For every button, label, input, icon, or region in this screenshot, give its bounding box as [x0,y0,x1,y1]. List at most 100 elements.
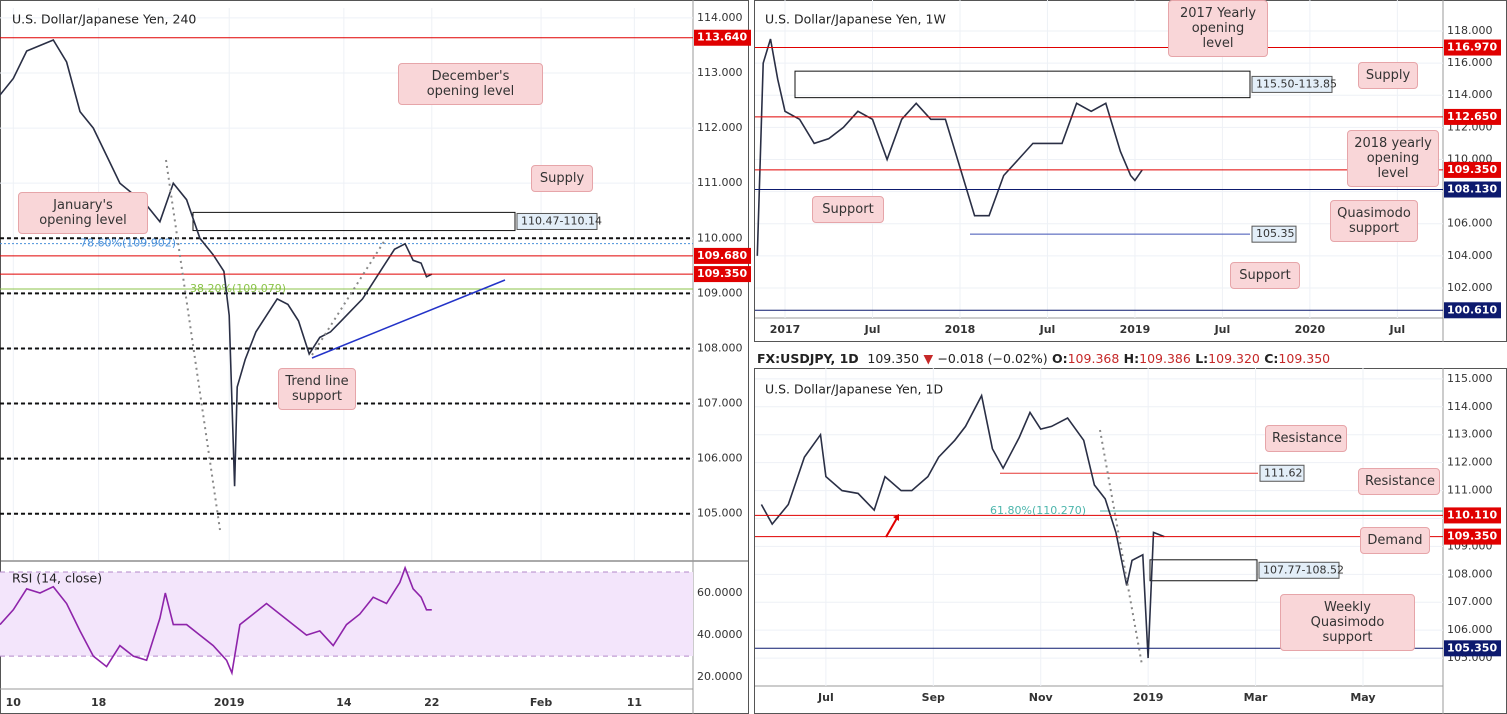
zone-label-box [1258,561,1340,579]
level-label-box [1444,640,1501,657]
y-tick-label: 104.000 [1447,249,1493,262]
y-tick-label: 107.000 [697,397,743,410]
level-label-box [1444,528,1501,545]
callout: Resistance [1265,425,1347,452]
ohlc-label: C: [1264,351,1279,366]
x-tick-label: 22 [424,696,439,709]
x-tick-label: Sep [922,691,945,704]
callout: Trend line support [278,368,356,410]
callout: Supply [1358,62,1418,89]
y-tick-label: 106.000 [1447,217,1493,230]
callout: Quasimodo support [1330,200,1418,242]
zone [1149,559,1258,582]
x-tick-label: Nov [1029,691,1054,704]
level-label: 105.35 [1256,227,1295,240]
callout: 2018 yearly opening level [1347,130,1439,187]
ohlc-label: H: [1123,351,1140,366]
ohlc-label: O: [1051,351,1068,366]
callout: 2017 Yearly opening level [1168,0,1268,57]
fib-label: 61.80%(110.270) [990,504,1086,517]
zone-label-box [1251,75,1333,93]
x-tick-label: 14 [336,696,352,709]
level-label: 116.970 [1447,41,1497,54]
x-tick-label: 11 [627,696,642,709]
level-label-box [1444,108,1501,125]
x-tick-label: 2020 [1295,323,1326,336]
fib-label: 78.60%(109.902) [80,237,176,250]
zone-label: 110.47-110.14 [521,214,602,227]
ohlc-value: 109.368 [1067,351,1120,366]
callout: Support [1230,262,1300,289]
x-tick-label: 2017 [770,323,801,336]
arrow [885,517,898,538]
chart-title: U.S. Dollar/Japanese Yen, 240 [12,12,196,27]
level-label: 112.650 [1447,110,1497,123]
y-tick-label: 102.000 [1447,281,1493,294]
x-tick-label: Jul [1389,323,1406,336]
x-tick-label: 2018 [945,323,976,336]
x-tick-label: Jul [817,691,834,704]
level-label-box [1444,161,1501,178]
fib-guide [1099,429,1143,666]
ohlc-value: 109.386 [1139,351,1191,366]
y-tick-label: 111.000 [697,176,743,189]
y-tick-label: 106.000 [697,452,743,465]
level-label-box [694,266,751,283]
quote-arrow: ▼ [923,351,934,366]
chart-title: RSI (14, close) [12,571,102,586]
y-tick-label: 118.000 [1447,24,1493,37]
callout: Weekly Quasimodo support [1280,594,1415,651]
overlay [165,159,1143,666]
ohlc-value: 109.320 [1208,351,1260,366]
level-label: 110.110 [1447,508,1497,521]
trend-line [311,279,506,359]
level-label: 109.350 [1447,530,1497,543]
zone-label-box [516,212,598,230]
quote: FX:USDJPY, 1D 109.350 ▼ −0.018 (−0.02%) … [757,351,1330,366]
fib-label: 38.20%(109.079) [190,282,286,295]
y-tick-label: 110.000 [697,231,743,244]
y-tick-label: 116.000 [1447,56,1493,69]
y-tick-label: 112.000 [697,121,743,134]
y-tick-label: 109.000 [697,286,743,299]
y-tick-label: 108.000 [1447,567,1493,580]
callout: December's opening level [398,63,543,105]
callout: Resistance [1358,468,1440,495]
level-label-box [1444,507,1501,524]
quote-symbol: FX:USDJPY, 1D [757,351,859,366]
fib-guide [311,239,386,356]
y-tick-label: 112.000 [1447,456,1493,469]
level-label: 109.350 [697,267,747,280]
zone [192,211,516,232]
level-label-box [694,29,751,46]
ohlc-label: L: [1195,351,1209,366]
price-line [760,393,1165,659]
callout: January's opening level [18,192,148,234]
zone-label: 107.77-108.52 [1263,563,1344,576]
level-label-box [1251,225,1297,243]
level-label-box [694,247,751,264]
level-label-box [1444,302,1501,319]
x-tick-label: 18 [91,696,106,709]
chart-title: U.S. Dollar/Japanese Yen, 1W [765,12,946,27]
band-fill [0,572,693,657]
x-tick-label: 2019 [1133,691,1164,704]
y-tick-label: 114.000 [697,11,743,24]
y-tick-label: 115.000 [1447,372,1493,385]
callout: Supply [531,165,593,192]
price-line [0,565,432,676]
level-label-box [1259,464,1305,482]
ohlc-value: 109.350 [1278,351,1331,366]
y-tick-label: 105.000 [697,507,743,520]
level-label: 113.640 [697,31,747,44]
quote-change: −0.018 (−0.02%) [937,351,1048,366]
x-tick-label: Jul [1214,323,1231,336]
y-tick-label: 113.000 [697,66,743,79]
level-label-box [1444,39,1501,56]
level-label: 111.62 [1264,466,1303,479]
fib-guide [165,159,221,531]
x-tick-label: 2019 [214,696,245,709]
y-tick-label: 114.000 [1447,400,1493,413]
level-label: 109.350 [1447,163,1497,176]
